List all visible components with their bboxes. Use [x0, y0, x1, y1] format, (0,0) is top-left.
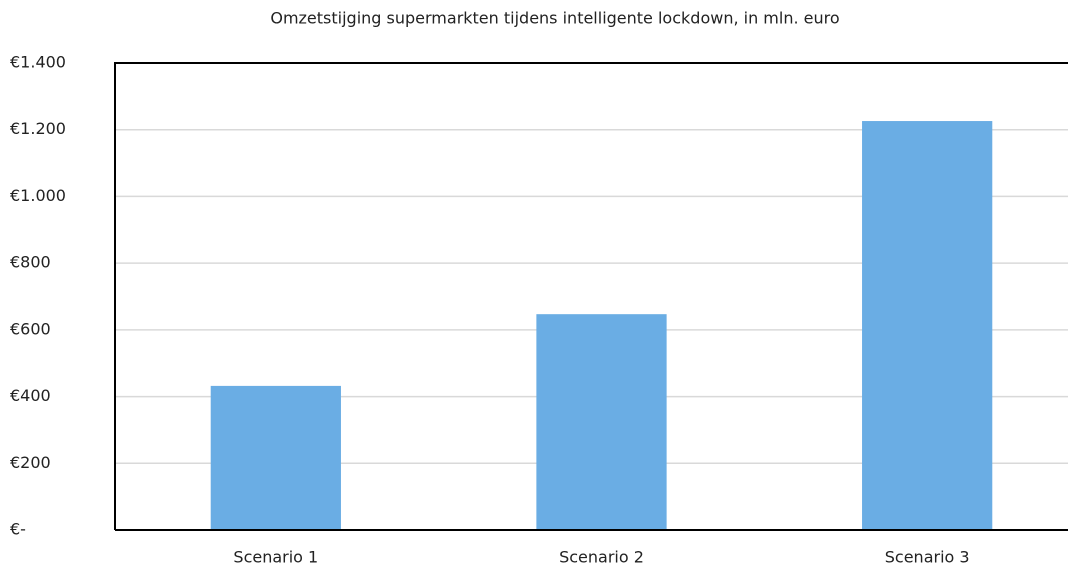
- y-tick-label: €1.000: [10, 186, 66, 205]
- y-tick-label: €400: [10, 386, 51, 405]
- y-tick-label: €1.400: [10, 53, 66, 72]
- y-tick-label: €200: [10, 453, 51, 472]
- y-tick-label: €800: [10, 253, 51, 272]
- x-tick-label: Scenario 1: [233, 548, 318, 567]
- plot-frame: [114, 62, 1068, 531]
- bar: [536, 314, 667, 530]
- chart-title: Omzetstijging supermarkten tijdens intel…: [270, 9, 839, 28]
- y-tick-label: €600: [10, 319, 51, 338]
- y-tick-label: €-: [10, 520, 26, 539]
- x-tick-label: Scenario 3: [885, 548, 970, 567]
- y-tick-label: €1.200: [10, 119, 66, 138]
- bar: [210, 385, 341, 530]
- x-tick-label: Scenario 2: [559, 548, 644, 567]
- bar: [862, 121, 993, 530]
